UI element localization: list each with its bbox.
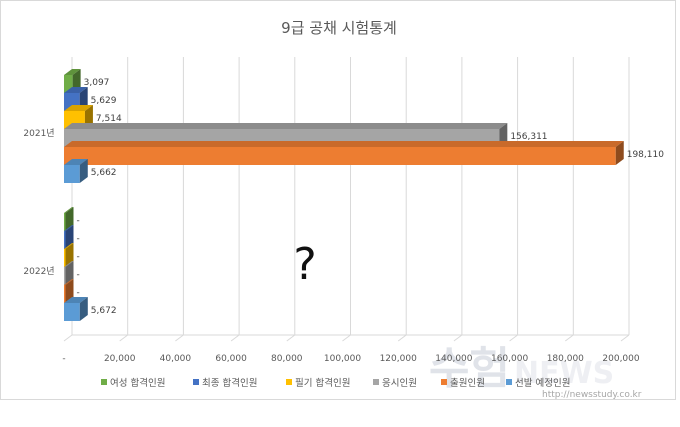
gridline-floor: [342, 334, 351, 342]
x-tick-label: 120,000: [380, 354, 417, 364]
bar: [64, 141, 624, 165]
data-label-empty: -: [77, 252, 80, 262]
legend-item: 최종 합격인원: [193, 377, 257, 389]
legend: 여성 합격인원 최종 합격인원 필기 합격인원 응시인원 출원인원 선발 예정인원: [101, 377, 570, 389]
x-tick-label: 20,000: [104, 354, 136, 364]
x-tick-label: 200,000: [602, 354, 639, 364]
category-label: 2022년: [23, 266, 54, 277]
gridline-floor: [230, 334, 240, 342]
gridline-floor: [453, 334, 463, 342]
legend-item: 선발 예정인원: [506, 378, 570, 389]
chart-title: 9급 공채 시험통계: [281, 19, 397, 37]
watermark: 수험 NEWS http://newsstudy.co.kr: [429, 343, 642, 400]
gridline-floor: [119, 334, 128, 342]
data-label: 156,311: [510, 132, 547, 142]
legend-label: 선발 예정인원: [515, 378, 570, 389]
legend-item: 필기 합격인원: [286, 377, 350, 389]
data-label-empty: -: [77, 270, 80, 280]
gridline-floor: [620, 334, 630, 342]
watermark-url: http://newsstudy.co.kr: [542, 390, 642, 400]
data-label-empty: -: [77, 234, 80, 244]
bar: [64, 243, 74, 267]
category-labels: 2021년 2022년: [23, 128, 54, 277]
data-label: 3,097: [84, 78, 110, 88]
legend-swatch: [193, 379, 199, 385]
legend-label: 필기 합격인원: [295, 377, 350, 389]
gridline-floor: [509, 334, 518, 342]
x-tick-label: 160,000: [491, 354, 528, 364]
category-label: 2021년: [23, 128, 54, 139]
legend-item: 출원인원: [441, 378, 485, 389]
x-tick-label: 140,000: [435, 354, 472, 364]
data-label: 5,629: [91, 96, 117, 106]
x-axis-ticks: - 20,000 40,000 60,000 80,000 100,000 120,000 1…: [62, 354, 640, 364]
data-label: 5,672: [91, 306, 117, 316]
bar: [64, 207, 74, 231]
bar: [64, 225, 74, 249]
bar-chart: 9급 공채 시험통계 수험 NEWS http://newsstudy.co.kr…: [23, 19, 665, 400]
legend-swatch: [441, 379, 447, 385]
legend-item: 여성 합격인원: [101, 377, 165, 389]
bars: [64, 69, 624, 321]
data-label-empty: -: [77, 288, 80, 298]
x-tick-label: 100,000: [324, 354, 361, 364]
gridline-floor: [175, 334, 184, 342]
x-tick-label: 60,000: [215, 354, 247, 364]
data-label: 7,514: [96, 114, 122, 124]
data-label: 198,110: [627, 150, 664, 160]
x-tick-label: -: [62, 354, 65, 364]
gridline-floor: [286, 334, 296, 342]
question-mark-annotation: ?: [293, 239, 316, 290]
legend-swatch: [373, 379, 379, 385]
bar: [64, 279, 74, 303]
legend-label: 최종 합격인원: [202, 377, 257, 389]
gridline-floor: [63, 334, 73, 342]
legend-swatch: [101, 379, 107, 385]
chart-frame: 9급 공채 시험통계 수험 NEWS http://newsstudy.co.kr…: [0, 0, 676, 400]
bar: [64, 261, 74, 285]
grid: [63, 57, 630, 342]
x-tick-label: 80,000: [271, 354, 303, 364]
gridline-floor: [564, 334, 574, 342]
legend-label: 응시인원: [382, 378, 417, 389]
x-tick-label: 40,000: [160, 354, 192, 364]
data-label: 5,662: [91, 168, 117, 178]
legend-swatch: [286, 379, 292, 385]
legend-label: 출원인원: [450, 378, 485, 389]
data-label-empty: -: [77, 216, 80, 226]
legend-swatch: [506, 379, 512, 385]
data-labels: 3,097 5,629 7,514 156,311 198,110 5,662 - - - - - 5…: [77, 78, 665, 316]
bar: [64, 297, 88, 321]
bar: [64, 159, 88, 183]
x-tick-label: 180,000: [547, 354, 584, 364]
legend-label: 여성 합격인원: [110, 377, 165, 389]
watermark-logo: 수험 NEWS: [429, 343, 614, 394]
legend-item: 응시인원: [373, 378, 417, 389]
gridline-floor: [397, 334, 407, 342]
